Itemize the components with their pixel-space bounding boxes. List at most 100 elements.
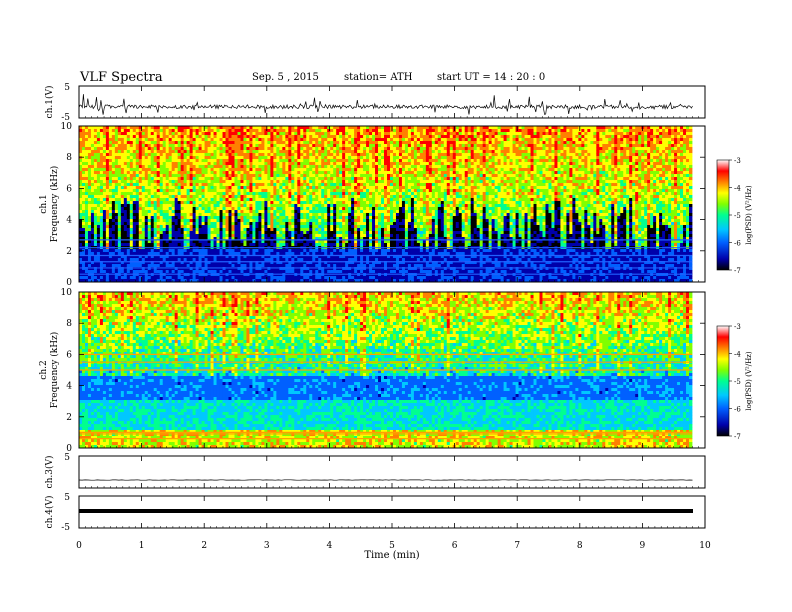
spectrogram-cell — [190, 171, 193, 174]
spectrogram-cell — [321, 240, 324, 243]
spectrogram-cell — [345, 249, 348, 252]
spectrogram-cell — [318, 213, 321, 216]
spectrogram-cell — [118, 234, 121, 237]
spectrogram-cell — [267, 186, 270, 189]
spectrogram-cell — [205, 249, 208, 252]
spectrogram-cell — [118, 249, 121, 252]
spectrogram-cell — [79, 201, 82, 204]
spectrogram-cell — [118, 219, 121, 222]
spectrogram-cell — [246, 204, 249, 207]
spectrogram-cell — [363, 201, 366, 204]
spectrogram-cell — [124, 183, 127, 186]
spectrogram-cell — [285, 162, 288, 165]
spectrogram-cell — [246, 243, 249, 246]
spectrogram-cell — [226, 189, 229, 192]
spectrogram-cell — [300, 204, 303, 207]
spectrogram-cell — [333, 213, 336, 216]
spectrogram-cell — [112, 213, 115, 216]
spectrogram-cell — [202, 216, 205, 219]
spectrogram-cell — [97, 270, 100, 273]
spectrogram-cell — [103, 171, 106, 174]
spectrogram-cell — [279, 162, 282, 165]
spectrogram-cell — [333, 195, 336, 198]
spectrogram-cell — [82, 138, 85, 141]
spectrogram-cell — [166, 186, 169, 189]
spectrogram-cell — [330, 249, 333, 252]
spectrogram-cell — [220, 264, 223, 267]
spectrogram-cell — [306, 159, 309, 162]
spectrogram-cell — [300, 213, 303, 216]
spectrogram-cell — [276, 186, 279, 189]
spectrogram-cell — [148, 225, 151, 228]
spectrogram-cell — [136, 249, 139, 252]
spectrogram-cell — [142, 243, 145, 246]
spectrogram-cell — [220, 249, 223, 252]
spectrogram-cell — [339, 240, 342, 243]
spectrogram-cell — [342, 156, 345, 159]
spectrogram-cell — [211, 165, 214, 168]
spectrogram-cell — [255, 192, 258, 195]
spectrogram-cell — [243, 126, 246, 129]
spectrogram-cell — [199, 162, 202, 165]
spectrogram-cell — [154, 228, 157, 231]
spectrogram-cell — [330, 198, 333, 201]
spectrogram-cell — [330, 129, 333, 132]
spectrogram-cell — [163, 147, 166, 150]
spectrogram-cell — [148, 210, 151, 213]
spectrogram-cell — [309, 198, 312, 201]
spectrogram-cell — [264, 225, 267, 228]
spectrogram-cell — [342, 147, 345, 150]
spectrogram-cell — [300, 135, 303, 138]
spectrogram-cell — [157, 135, 160, 138]
spectrogram-cell — [351, 264, 354, 267]
spectrogram-cell — [106, 270, 109, 273]
spectrogram-cell — [151, 162, 154, 165]
spectrogram-cell — [282, 156, 285, 159]
spectrogram-cell — [312, 201, 315, 204]
spectrogram-cell — [324, 138, 327, 141]
spectrogram-cell — [267, 210, 270, 213]
spectrogram-cell — [249, 243, 252, 246]
spectrogram-cell — [175, 201, 178, 204]
spectrogram-cell — [246, 210, 249, 213]
spectrogram-cell — [291, 222, 294, 225]
spectrogram-cell — [112, 228, 115, 231]
spectrogram-cell — [270, 213, 273, 216]
spectrogram-cell — [324, 243, 327, 246]
spectrogram-cell — [94, 171, 97, 174]
spectrogram-cell — [178, 141, 181, 144]
spectrogram-cell — [315, 156, 318, 159]
spectrogram-cell — [193, 126, 196, 129]
spectrogram-cell — [330, 258, 333, 261]
spectrogram-cell — [85, 126, 88, 129]
spectrogram-cell — [127, 264, 130, 267]
spectrogram-cell — [351, 204, 354, 207]
spectrogram-cell — [324, 204, 327, 207]
spectrogram-cell — [312, 204, 315, 207]
spectrogram-cell — [82, 171, 85, 174]
spectrogram-cell — [106, 126, 109, 129]
spectrogram-cell — [243, 162, 246, 165]
spectrogram-cell — [232, 189, 235, 192]
spectrogram-cell — [303, 204, 306, 207]
spectrogram-cell — [100, 183, 103, 186]
spectrogram-cell — [279, 276, 282, 279]
spectrogram-cell — [172, 276, 175, 279]
spectrogram-cell — [348, 177, 351, 180]
spectrogram-cell — [133, 162, 136, 165]
spectrogram-cell — [309, 153, 312, 156]
spectrogram-cell — [220, 198, 223, 201]
spectrogram-cell — [220, 150, 223, 153]
spectrogram-cell — [112, 276, 115, 279]
spectrogram-cell — [246, 141, 249, 144]
spectrogram-cell — [148, 180, 151, 183]
spectrogram-cell — [240, 234, 243, 237]
spectrogram-cell — [142, 129, 145, 132]
spectrogram-cell — [291, 153, 294, 156]
spectrogram-cell — [252, 126, 255, 129]
spectrogram-cell — [214, 198, 217, 201]
spectrogram-cell — [196, 186, 199, 189]
spectrogram-cell — [321, 276, 324, 279]
spectrogram-cell — [151, 195, 154, 198]
spectrogram-cell — [166, 171, 169, 174]
